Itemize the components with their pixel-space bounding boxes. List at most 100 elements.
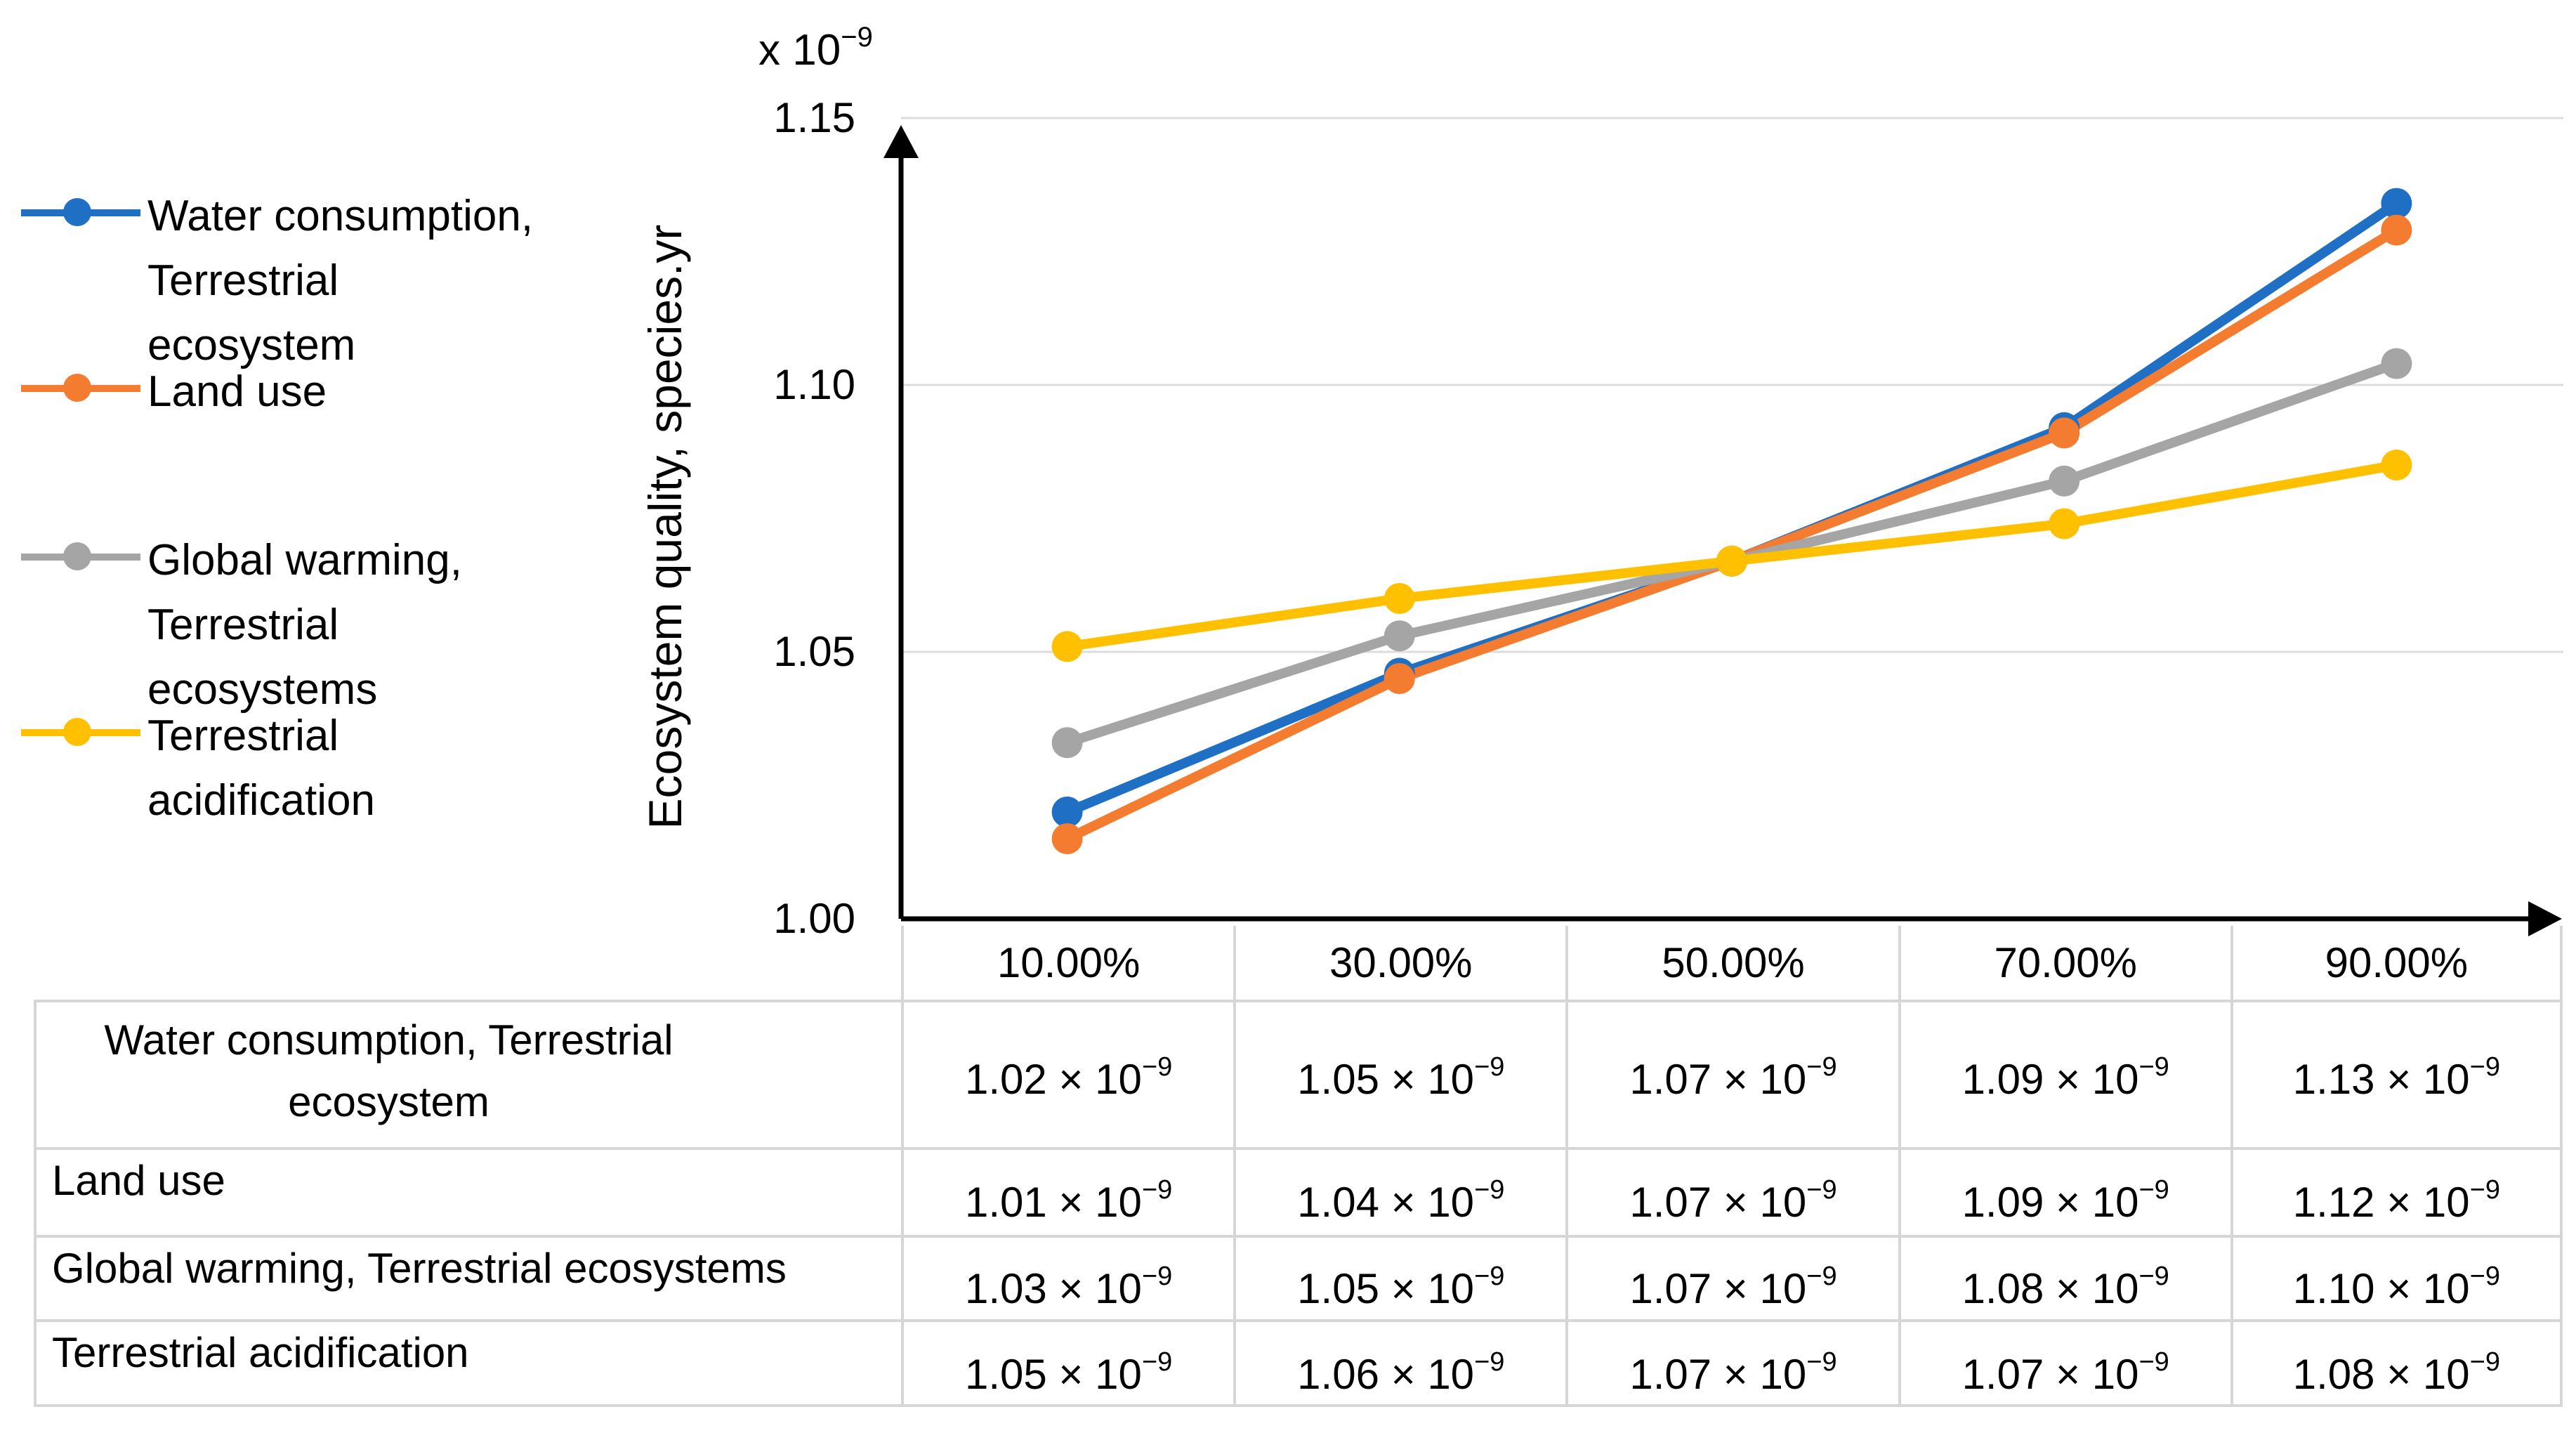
x-tick-label: 50.00% — [1565, 926, 1898, 1000]
table-cell-value: 1.07 — [1961, 1351, 2044, 1398]
table-cell-value: 1.07 — [1629, 1056, 1712, 1103]
gridlines — [901, 117, 2563, 653]
exponent: −9 — [1141, 1262, 1173, 1291]
table-cell: 1.05 × 10−9 — [1233, 1000, 1566, 1147]
legend-swatch — [21, 198, 140, 226]
table-cell-value: 1.07 — [1629, 1265, 1712, 1312]
exponent: −9 — [1141, 1347, 1173, 1377]
table-cell: 1.01 × 10−9 — [901, 1147, 1234, 1235]
exponent: −9 — [2138, 1347, 2169, 1377]
table-cell-value: 1.05 — [1297, 1265, 1379, 1312]
y-scale-label: x 10−9 — [758, 22, 873, 74]
table-cell: 1.07 × 10−9 — [1565, 1000, 1898, 1147]
table-cell-value: 1.09 — [1961, 1179, 2044, 1226]
times-ten: × 10 — [2044, 1179, 2139, 1226]
legend-label-line: Terrestrial — [147, 712, 339, 760]
table-cell: 1.09 × 10−9 — [1898, 1000, 2230, 1147]
exponent: −9 — [2469, 1052, 2500, 1082]
legend-label-line: Terrestrial — [147, 601, 339, 649]
x-axis-arrow — [2528, 901, 2562, 936]
table-cell-value: 1.05 — [964, 1351, 1047, 1398]
table-cell-value: 1.08 — [1961, 1265, 2044, 1312]
times-ten: × 10 — [1046, 1265, 1142, 1312]
legend-label: Global warming, Terrestrial ecosystems — [147, 528, 625, 722]
times-ten: × 10 — [1711, 1056, 1807, 1103]
table-cell: 1.08 × 10−9 — [2230, 1319, 2563, 1407]
y-tick-label: 1.05 — [773, 628, 855, 675]
table-row-label: Water consumption, Terrestrial ecosystem — [34, 1000, 901, 1147]
data-point — [1384, 583, 1415, 614]
axis-text: 1.00 1.05 1.10 1.15 x 10−9 Ecosystem quality,… — [639, 22, 873, 942]
series — [1051, 188, 2412, 854]
y-axis-arrow — [883, 125, 919, 158]
table-cell-value: 1.03 — [964, 1265, 1047, 1312]
exponent: −9 — [1141, 1052, 1173, 1082]
table-cell-value: 1.07 — [1629, 1351, 1712, 1398]
exponent: −9 — [2469, 1175, 2500, 1205]
data-point — [1051, 823, 1083, 854]
series-line — [1065, 199, 2400, 817]
legend-swatch — [21, 718, 140, 746]
times-ten: × 10 — [2374, 1056, 2470, 1103]
legend-label-line: ecosystem — [147, 321, 356, 369]
table-cell: 1.12 × 10−9 — [2230, 1147, 2563, 1235]
table-row-label: Terrestrial acidification — [34, 1319, 901, 1407]
times-ten: × 10 — [1046, 1351, 1142, 1398]
exponent: −9 — [1474, 1262, 1505, 1291]
exponent: −9 — [2138, 1175, 2169, 1205]
legend-label: Water consumption, Terrestrial ecosystem — [147, 184, 625, 378]
times-ten: × 10 — [1379, 1179, 1475, 1226]
table-cell-value: 1.09 — [1961, 1056, 2044, 1103]
legend-label-line: Terrestrial — [147, 256, 339, 305]
data-point — [1716, 545, 1747, 577]
times-ten: × 10 — [1711, 1179, 1807, 1226]
data-point — [2381, 214, 2412, 246]
exponent: −9 — [2469, 1347, 2500, 1377]
table-cell: 1.13 × 10−9 — [2230, 1000, 2563, 1147]
data-point — [2381, 348, 2412, 379]
y-tick-label: 1.15 — [773, 94, 855, 141]
axes — [883, 125, 2562, 936]
data-point — [1051, 631, 1083, 662]
table-cell: 1.05 × 10−9 — [1233, 1235, 1566, 1319]
table-cell-value: 1.06 — [1297, 1351, 1379, 1398]
table-cell: 1.09 × 10−9 — [1898, 1147, 2230, 1235]
times-ten: × 10 — [2374, 1265, 2470, 1312]
table-cell-value: 1.12 — [2292, 1179, 2375, 1226]
table-cell-value: 1.07 — [1629, 1179, 1712, 1226]
data-point — [2381, 450, 2412, 480]
table-cell: 1.07 × 10−9 — [1565, 1235, 1898, 1319]
times-ten: × 10 — [1379, 1056, 1475, 1103]
table-cell-value: 1.02 — [964, 1056, 1047, 1103]
times-ten: × 10 — [2374, 1179, 2470, 1226]
data-point — [1051, 727, 1083, 759]
exponent: −9 — [1474, 1052, 1505, 1082]
y-tick-label: 1.00 — [773, 895, 855, 942]
table-row-label: Land use — [34, 1147, 901, 1235]
table-cell-value: 1.05 — [1297, 1056, 1379, 1103]
exponent: −9 — [2469, 1262, 2500, 1291]
table-cell: 1.05 × 10−9 — [901, 1319, 1234, 1407]
data-point — [2381, 188, 2412, 219]
legend: Water consumption, Terrestrial ecosystem La… — [21, 0, 625, 843]
y-tick-label: 1.10 — [773, 361, 855, 408]
table-cell: 1.07 × 10−9 — [1898, 1319, 2230, 1407]
table-cell-value: 1.13 — [2292, 1056, 2375, 1103]
table-cell-value: 1.04 — [1297, 1179, 1379, 1226]
legend-swatch — [21, 374, 140, 402]
data-point — [2049, 508, 2080, 539]
legend-label-line: ecosystems — [147, 665, 378, 714]
exponent: −9 — [1806, 1052, 1837, 1082]
times-ten: × 10 — [2044, 1056, 2139, 1103]
data-point — [1051, 797, 1083, 827]
table-cell: 1.02 × 10−9 — [901, 1000, 1234, 1147]
table-cell: 1.07 × 10−9 — [1565, 1147, 1898, 1235]
data-point — [2049, 465, 2080, 497]
table-cell: 1.04 × 10−9 — [1233, 1147, 1566, 1235]
legend-label-line: Water consumption, — [147, 192, 534, 240]
legend-label-line: Global warming, — [147, 536, 462, 584]
table-cell-value: 1.10 — [2292, 1265, 2375, 1312]
times-ten: × 10 — [2044, 1265, 2139, 1312]
table-row-label: Global warming, Terrestrial ecosystems — [34, 1235, 901, 1319]
exponent: −9 — [1474, 1347, 1505, 1377]
